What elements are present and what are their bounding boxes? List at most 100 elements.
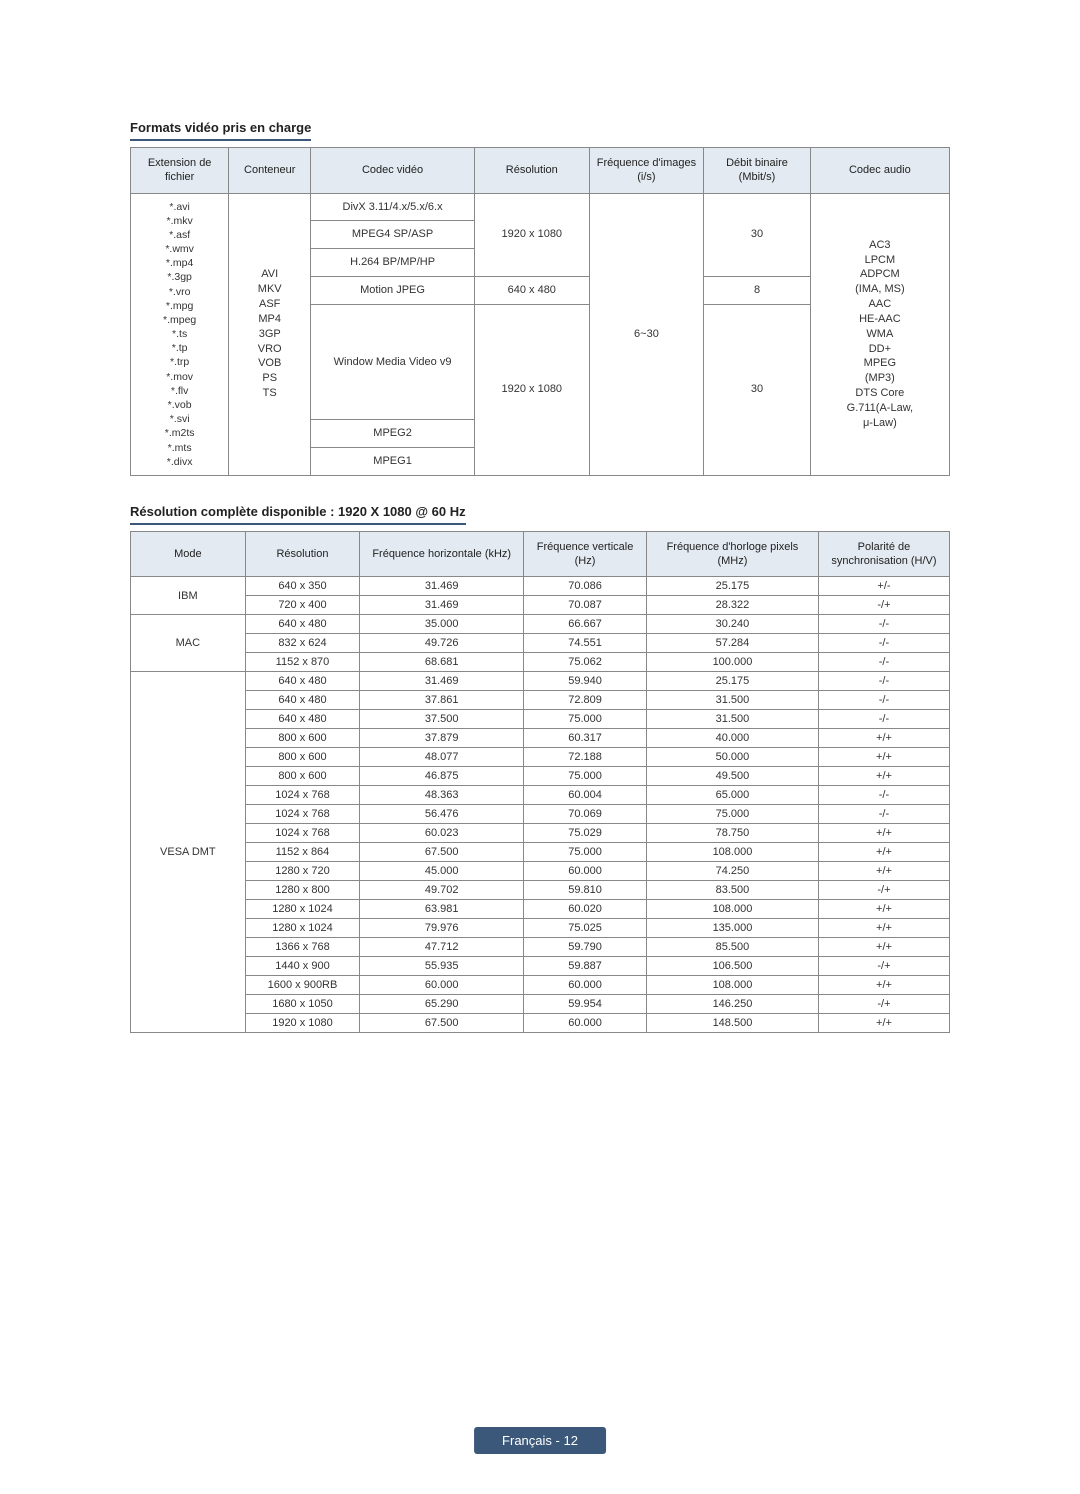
res-cell: 66.667 [524,615,647,634]
res-cell: 720 x 400 [245,596,360,615]
res-cell: 146.250 [646,995,818,1014]
res-cell: 57.284 [646,634,818,653]
res-cell: 63.981 [360,900,524,919]
res-cell: 37.500 [360,710,524,729]
codec-1: MPEG4 SP/ASP [311,221,475,249]
res-2: 640 x 480 [474,277,589,305]
bitrate-2: 8 [704,277,810,305]
res-cell: 640 x 480 [245,710,360,729]
res-cell: -/- [818,653,949,672]
res-cell: +/+ [818,843,949,862]
res-cell: 1440 x 900 [245,957,360,976]
res-cell: 59.887 [524,957,647,976]
table-row: 1280 x 102479.97675.025135.000+/+ [131,919,950,938]
res-cell: 60.000 [524,1014,647,1033]
res-cell: 60.000 [524,976,647,995]
res-cell: -/- [818,710,949,729]
res-cell: 74.551 [524,634,647,653]
res-cell: 70.069 [524,805,647,824]
res-cell: 75.000 [646,805,818,824]
res-cell: 60.020 [524,900,647,919]
res-cell: 79.976 [360,919,524,938]
res-cell: +/+ [818,919,949,938]
res-cell: 28.322 [646,596,818,615]
res-cell: +/+ [818,862,949,881]
res-cell: -/- [818,672,949,691]
res-cell: +/+ [818,767,949,786]
video-formats-table: Extension de fichierConteneurCodec vidéo… [130,147,950,476]
res-cell: 75.000 [524,710,647,729]
video-header-1: Conteneur [229,148,311,194]
footer-sep: - [552,1433,564,1448]
res-cell: 800 x 600 [245,729,360,748]
res-cell: 832 x 624 [245,634,360,653]
res-cell: -/- [818,786,949,805]
res-cell: 75.062 [524,653,647,672]
file-extensions: *.avi *.mkv *.asf *.wmv *.mp4 *.3gp *.vr… [131,193,229,475]
res-cell: +/+ [818,938,949,957]
res-cell: 148.500 [646,1014,818,1033]
res-cell: +/+ [818,729,949,748]
res-cell: 1920 x 1080 [245,1014,360,1033]
video-header-3: Résolution [474,148,589,194]
res-cell: 45.000 [360,862,524,881]
res-cell: 67.500 [360,1014,524,1033]
res-header-0: Mode [131,531,246,577]
res-cell: +/- [818,577,949,596]
res-cell: 1366 x 768 [245,938,360,957]
res-cell: 70.086 [524,577,647,596]
res-cell: -/- [818,615,949,634]
table-row: 1024 x 76860.02375.02978.750+/+ [131,824,950,843]
res-cell: 35.000 [360,615,524,634]
res-cell: 70.087 [524,596,647,615]
codec-5: MPEG2 [311,420,475,448]
table-row: 800 x 60046.87575.00049.500+/+ [131,767,950,786]
table-row: 1024 x 76856.47670.06975.000-/- [131,805,950,824]
res-cell: -/+ [818,957,949,976]
res-cell: 37.879 [360,729,524,748]
res-cell: 640 x 480 [245,672,360,691]
res-cell: 72.188 [524,748,647,767]
res-cell: 31.469 [360,672,524,691]
codec-6: MPEG1 [311,448,475,476]
table-row: 1024 x 76848.36360.00465.000-/- [131,786,950,805]
video-header-5: Débit binaire (Mbit/s) [704,148,810,194]
mode-cell-0: IBM [131,577,246,615]
res-cell: 30.240 [646,615,818,634]
res-cell: -/- [818,634,949,653]
res-cell: 1280 x 1024 [245,919,360,938]
page-footer: Français - 12 [474,1427,606,1454]
res-cell: 59.954 [524,995,647,1014]
table-row: 1280 x 102463.98160.020108.000+/+ [131,900,950,919]
res-cell: 1600 x 900RB [245,976,360,995]
res-cell: 75.000 [524,767,647,786]
res-cell: 640 x 480 [245,615,360,634]
res-cell: -/+ [818,596,949,615]
res-cell: 49.500 [646,767,818,786]
bitrate-1: 30 [704,193,810,277]
res-cell: 25.175 [646,577,818,596]
section2-title: Résolution complète disponible : 1920 X … [130,504,466,525]
res-cell: 1024 x 768 [245,805,360,824]
res-cell: 31.469 [360,577,524,596]
bitrate-3: 30 [704,304,810,475]
res-cell: +/+ [818,1014,949,1033]
res-header-3: Fréquence verticale (Hz) [524,531,647,577]
res-cell: 59.940 [524,672,647,691]
res-cell: +/+ [818,824,949,843]
footer-page: 12 [563,1433,577,1448]
res-cell: 74.250 [646,862,818,881]
res-cell: 65.000 [646,786,818,805]
res-cell: 800 x 600 [245,748,360,767]
res-cell: 640 x 350 [245,577,360,596]
res-cell: 78.750 [646,824,818,843]
res-cell: 106.500 [646,957,818,976]
res-cell: 31.500 [646,691,818,710]
fps: 6~30 [589,193,704,475]
res-cell: -/- [818,691,949,710]
table-row: 720 x 40031.46970.08728.322-/+ [131,596,950,615]
res-cell: 31.500 [646,710,818,729]
video-header-6: Codec audio [810,148,949,194]
table-row: 1920 x 108067.50060.000148.500+/+ [131,1014,950,1033]
res-cell: 83.500 [646,881,818,900]
